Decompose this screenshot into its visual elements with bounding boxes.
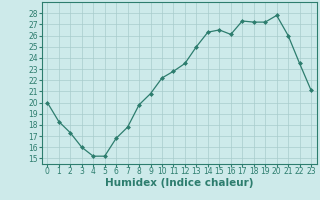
X-axis label: Humidex (Indice chaleur): Humidex (Indice chaleur) [105, 178, 253, 188]
